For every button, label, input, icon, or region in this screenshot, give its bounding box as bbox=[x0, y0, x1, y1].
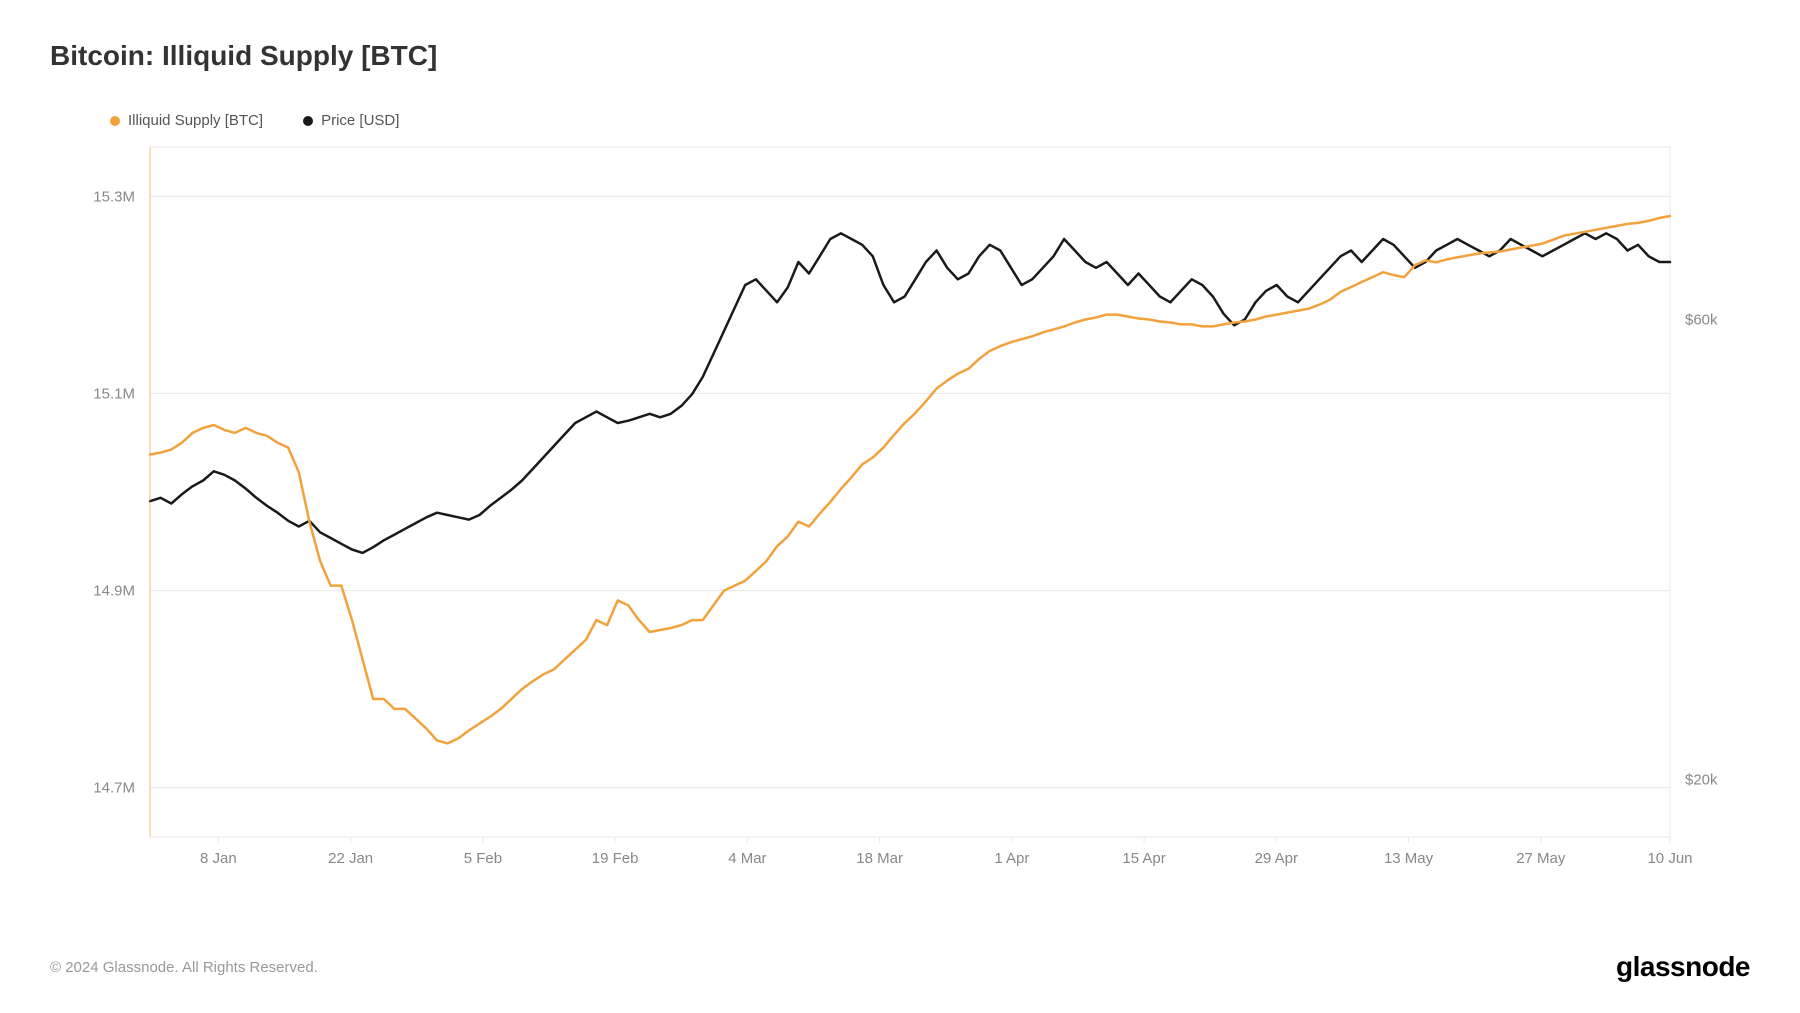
svg-text:$60k: $60k bbox=[1685, 312, 1718, 329]
svg-text:14.9M: 14.9M bbox=[93, 583, 135, 600]
svg-text:$20k: $20k bbox=[1685, 772, 1718, 789]
legend-label-price: Price [USD] bbox=[321, 112, 399, 129]
svg-text:27 May: 27 May bbox=[1516, 850, 1566, 867]
footer: © 2024 Glassnode. All Rights Reserved. g… bbox=[50, 951, 1750, 983]
legend-item-price: Price [USD] bbox=[303, 112, 399, 129]
legend-marker-price bbox=[303, 116, 313, 126]
legend-marker-illiquid bbox=[110, 116, 120, 126]
svg-text:15 Apr: 15 Apr bbox=[1122, 850, 1165, 867]
svg-text:14.7M: 14.7M bbox=[93, 780, 135, 797]
legend-label-illiquid: Illiquid Supply [BTC] bbox=[128, 112, 263, 129]
svg-text:29 Apr: 29 Apr bbox=[1255, 850, 1298, 867]
svg-text:13 May: 13 May bbox=[1384, 850, 1434, 867]
brand-logo: glassnode bbox=[1616, 951, 1750, 983]
svg-text:8 Jan: 8 Jan bbox=[200, 850, 237, 867]
svg-text:19 Feb: 19 Feb bbox=[592, 850, 639, 867]
legend-item-illiquid: Illiquid Supply [BTC] bbox=[110, 112, 263, 129]
chart-title: Bitcoin: Illiquid Supply [BTC] bbox=[50, 40, 1750, 72]
svg-text:22 Jan: 22 Jan bbox=[328, 850, 373, 867]
svg-text:1 Apr: 1 Apr bbox=[994, 850, 1029, 867]
svg-text:4 Mar: 4 Mar bbox=[728, 850, 766, 867]
copyright-text: © 2024 Glassnode. All Rights Reserved. bbox=[50, 959, 318, 976]
svg-text:5 Feb: 5 Feb bbox=[464, 850, 502, 867]
chart-area: 14.7M 14.9M 15.1M 15.3M $20k $60k 8 Jan 22 Jan 5… bbox=[50, 137, 1750, 897]
svg-text:15.1M: 15.1M bbox=[93, 385, 135, 402]
legend: Illiquid Supply [BTC] Price [USD] bbox=[110, 112, 1750, 129]
chart-svg: 14.7M 14.9M 15.1M 15.3M $20k $60k 8 Jan 22 Jan 5… bbox=[50, 137, 1750, 897]
svg-text:10 Jun: 10 Jun bbox=[1647, 850, 1692, 867]
svg-text:15.3M: 15.3M bbox=[93, 188, 135, 205]
svg-text:18 Mar: 18 Mar bbox=[856, 850, 903, 867]
